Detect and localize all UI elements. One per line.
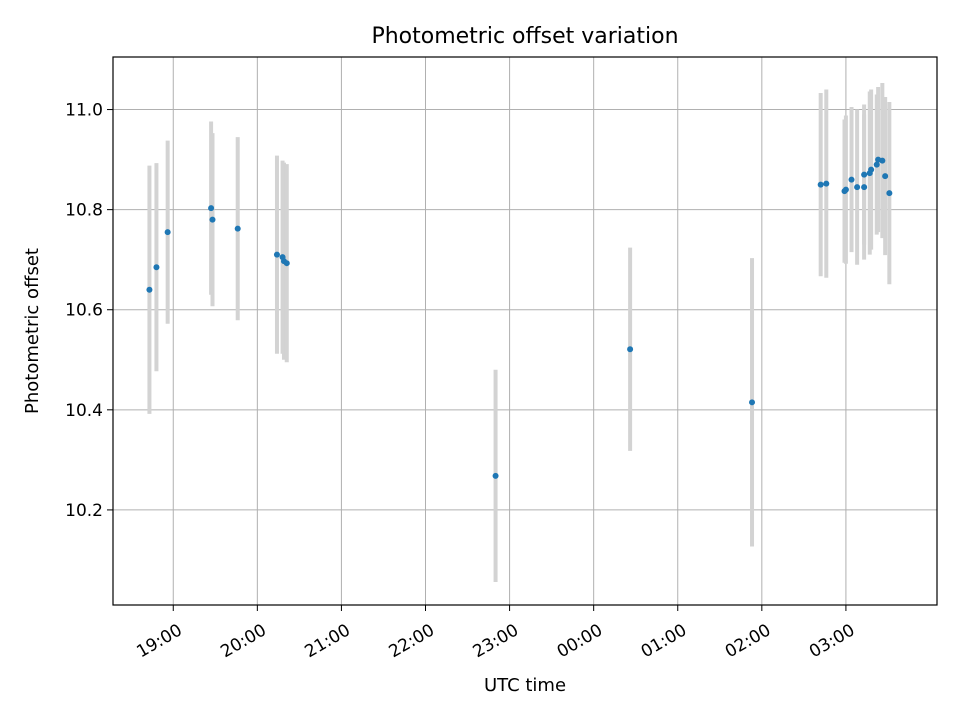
data-point [879,157,886,164]
data-point [873,161,880,168]
data-point [208,205,215,212]
data-point [848,176,855,183]
y-axis-ticks: 10.2 10.4 10.6 10.8 11.0 [65,101,113,521]
data-point [627,346,634,353]
data-point [854,184,861,191]
data-point [823,180,830,187]
data-point [234,225,241,232]
y-tick-label: 11.0 [65,101,103,121]
data-point [153,264,160,271]
y-tick-label: 10.8 [65,201,103,221]
y-tick-label: 10.6 [65,301,103,321]
grid-layer [113,57,937,605]
data-point [492,472,499,479]
data-point [209,216,216,223]
x-axis-label: UTC time [484,675,566,696]
plot-frame [112,56,938,606]
data-point [283,260,290,267]
data-point [146,286,153,293]
data-point [861,171,868,178]
data-point [164,229,171,236]
data-point [882,173,889,180]
data-point [842,186,849,193]
data-point [868,166,875,173]
data-point [273,251,280,258]
data-point [886,190,893,197]
point-layer [146,156,893,479]
data-point [861,184,868,191]
data-point [817,181,824,188]
data-point [749,399,756,406]
y-axis-label: Photometric offset [22,248,43,414]
chart-title: Photometric offset variation [371,24,678,49]
y-tick-label: 10.2 [65,501,103,521]
y-tick-label: 10.4 [65,401,103,421]
